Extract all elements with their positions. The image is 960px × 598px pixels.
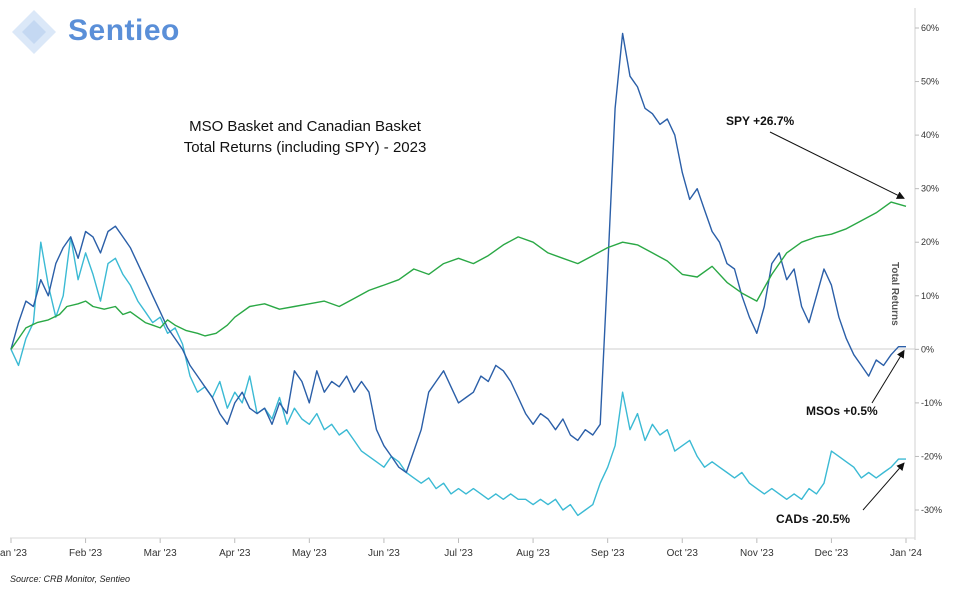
logo-text: Sentieo <box>68 14 180 47</box>
y-tick-label: 40% <box>921 130 939 140</box>
x-tick-label: Jan '24 <box>890 548 922 559</box>
source-note: Source: CRB Monitor, Sentieo <box>10 574 131 584</box>
x-tick-label: Nov '23 <box>740 548 774 559</box>
series-line-msos <box>10 32 906 474</box>
annotation-cads: CADs -20.5% <box>776 512 851 526</box>
sentieo-logo-icon <box>12 10 56 54</box>
axes <box>10 8 916 540</box>
annotation-msos: MSOs +0.5% <box>806 404 878 418</box>
x-tick-label: Apr '23 <box>219 548 251 559</box>
series-layer <box>10 32 907 517</box>
arrow-cads <box>862 462 905 511</box>
x-tick-label: Mar '23 <box>144 548 177 559</box>
y-tick-label: 60% <box>921 23 939 33</box>
y-tick-label: -30% <box>921 505 942 515</box>
x-tick-label: May '23 <box>292 548 327 559</box>
annotation-arrows <box>769 131 905 511</box>
chart-title-line-1: MSO Basket and Canadian Basket <box>189 118 421 135</box>
y-tick-label: 0% <box>921 344 934 354</box>
y-tick-label: -10% <box>921 398 942 408</box>
y-tick-label: 10% <box>921 291 939 301</box>
x-tick-label: Feb '23 <box>69 548 102 559</box>
y-tick-label: -20% <box>921 451 942 461</box>
series-line-cads <box>10 236 906 517</box>
x-tick-label: Oct '23 <box>667 548 699 559</box>
chart-title: MSO Basket and Canadian Basket Total Ret… <box>150 116 460 158</box>
x-tick-label: Jul '23 <box>444 548 473 559</box>
chart-title-line-2: Total Returns (including SPY) - 2023 <box>183 139 427 156</box>
x-tick-label: Jun '23 <box>368 548 400 559</box>
x-tick-labels: Jan '23 Feb '23 Mar '23 Apr '23 May '23 Jun '… <box>0 537 922 559</box>
annotation-spy: SPY +26.7% <box>726 114 795 128</box>
x-tick-label: Jan '23 <box>0 548 27 559</box>
y-tick-label: 20% <box>921 237 939 247</box>
arrow-msos <box>871 349 905 404</box>
arrow-spy <box>769 131 905 199</box>
x-tick-label: Sep '23 <box>591 548 625 559</box>
x-tick-label: Dec '23 <box>815 548 849 559</box>
x-tick-label: Aug '23 <box>516 548 550 559</box>
y-tick-label: 50% <box>921 77 939 87</box>
y-axis-label: Total Returns <box>889 262 900 326</box>
y-tick-labels: 60% 50% 40% 30% 20% 10% 0% -10% -20% -30% <box>915 23 942 515</box>
y-tick-label: 30% <box>921 184 939 194</box>
series-line-spy <box>10 201 907 350</box>
